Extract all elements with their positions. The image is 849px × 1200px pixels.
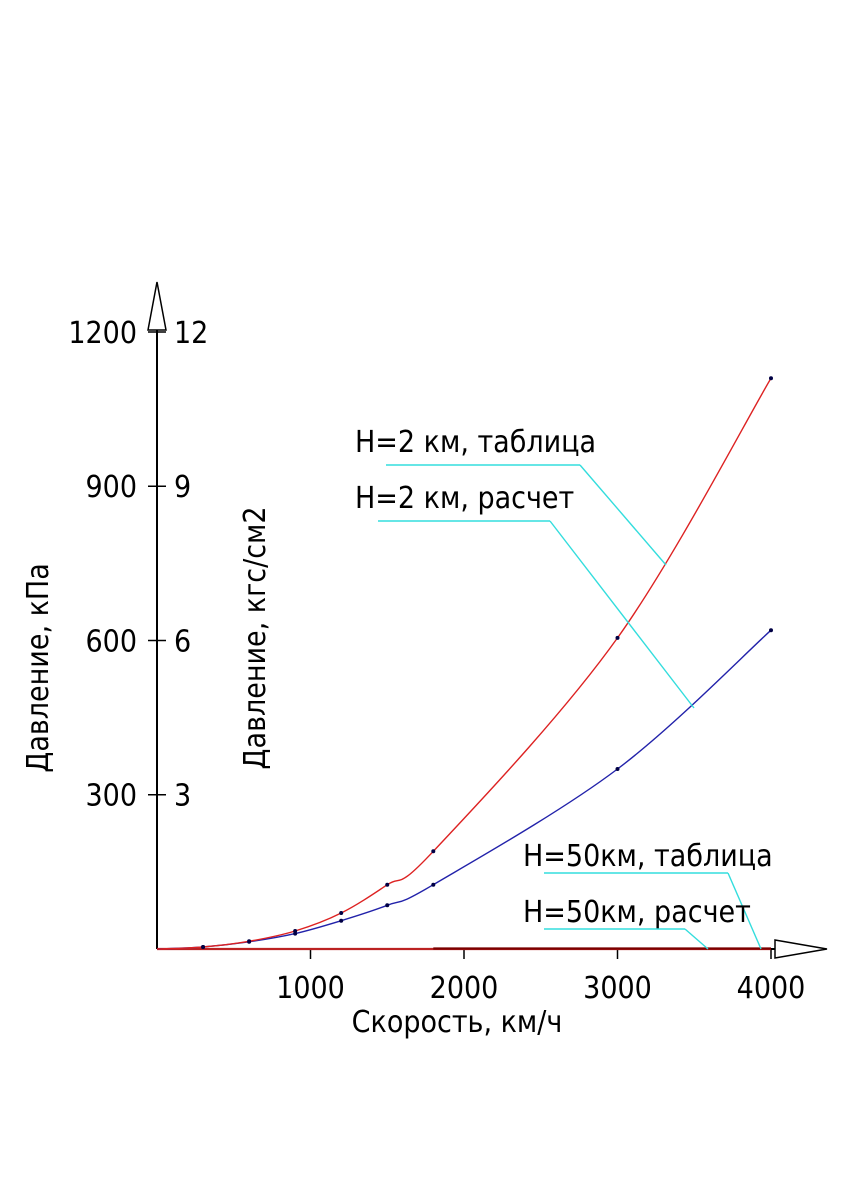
legend-label: H=2 км, расчет [355,481,574,516]
legend-item: H=2 км, расчет [355,481,695,709]
x-tick-label: 3000 [583,971,652,1006]
y-tick-label-kpa: 600 [85,624,137,659]
legend-label: H=2 км, таблица [355,425,596,460]
series-h2-table-point [769,376,773,381]
legend-leader [579,464,667,566]
y-axis-title-left: Давление, кПа [21,563,56,773]
legend-label: H=50км, таблица [523,839,773,874]
y-tick-label-kgf: 12 [174,316,208,351]
x-axis-arrow [774,939,828,959]
series-h2-calc-point [615,767,620,772]
legend-item: H=50км, расчет [523,895,751,950]
series-h2-table-point [615,635,620,640]
y-axis-arrow [147,281,167,331]
y-tick-label-kgf: 9 [174,470,191,505]
series-h2-calc-point [385,903,390,908]
series-h2-calc-point [769,628,773,633]
y-tick-label-kgf: 6 [174,624,191,659]
series [156,376,773,951]
series-h2-table [156,376,773,950]
legend-label: H=50км, расчет [523,895,751,930]
series-h2-table-point [339,911,344,916]
series-h2-table-point [201,944,206,949]
y-tick-label-kpa: 1200 [68,316,137,351]
series-h2-table-point [293,929,298,934]
x-axis-title: Скорость, км/ч [352,1005,563,1040]
series-h2-table-point [247,939,252,944]
series-h2-table-point [385,882,390,887]
legend-item: H=2 км, таблица [355,425,667,566]
x-tick-label: 4000 [737,971,806,1006]
legend-leader [684,928,709,950]
legend-item: H=50км, таблица [523,839,773,950]
legend: H=2 км, таблица H=2 км, расчет H=50км, таб… [355,425,773,950]
y-tick-label-kgf: 3 [174,779,191,814]
y-tick-label-kpa: 300 [85,779,137,814]
legend-leader [727,872,762,950]
legend-leader [549,520,695,709]
ticks: 1000 2000 3000 4000 300 3 600 6 900 9 1200 12 [68,316,805,1006]
series-h2-calc-point [431,882,436,887]
x-tick-label: 1000 [276,971,345,1006]
series-h2-calc-point [339,918,344,923]
x-tick-label: 2000 [430,971,499,1006]
y-tick-label-kpa: 900 [85,470,137,505]
y-axis-title-right: Давление, кгс/см2 [238,506,273,769]
series-h2-table-point [431,849,436,854]
